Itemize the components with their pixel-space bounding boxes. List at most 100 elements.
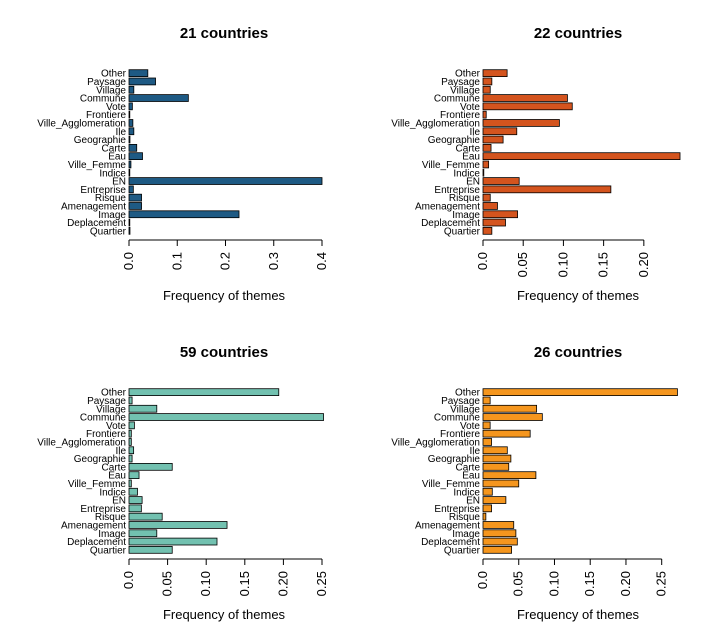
chart-title: 21 countries — [180, 25, 268, 42]
category-label-ville_agglomeration: Ville_Agglomeration — [391, 437, 480, 448]
bar-vote — [482, 421, 491, 430]
bar-en — [128, 496, 143, 504]
bar-village — [482, 85, 491, 94]
category-label-ile: Ile — [115, 446, 126, 457]
category-label-other: Other — [101, 69, 127, 80]
category-label-ile: Ile — [115, 127, 126, 138]
bar-geographie — [128, 454, 133, 463]
bar-deplacement — [128, 218, 131, 227]
category-label-paysage: Paysage — [441, 396, 480, 407]
category-label-ville_femme: Ville_Femme — [68, 479, 127, 490]
x-tick-label: 0.10 — [198, 571, 213, 596]
category-label-deplacement: Deplacement — [421, 537, 480, 548]
bar-carte — [128, 463, 173, 471]
category-label-vote: Vote — [106, 421, 126, 432]
category-label-carte: Carte — [102, 462, 127, 473]
bar-eau — [482, 471, 537, 479]
category-label-village: Village — [450, 404, 480, 415]
bar-carte — [482, 463, 510, 471]
bar-vote — [128, 421, 135, 430]
category-label-village: Village — [96, 404, 126, 415]
category-label-commune: Commune — [434, 94, 481, 105]
bar-indice — [128, 168, 131, 177]
bar-commune — [482, 94, 568, 102]
bar-ile — [128, 127, 135, 136]
bar-indice — [482, 487, 493, 496]
bar-other — [128, 69, 149, 77]
category-label-indice: Indice — [99, 487, 126, 498]
category-label-commune: Commune — [434, 413, 481, 424]
x-tick-label: 0.20 — [618, 571, 633, 596]
category-label-amenagement: Amenagement — [61, 520, 126, 531]
bar-paysage — [482, 396, 491, 405]
bar-risque — [128, 512, 163, 521]
category-label-eau: Eau — [108, 471, 126, 482]
x-tick-label: 0.0 — [475, 252, 490, 270]
bar-village — [128, 404, 158, 413]
category-label-ville_femme: Ville_Femme — [68, 160, 127, 171]
category-label-vote: Vote — [106, 102, 126, 113]
category-label-en: EN — [466, 177, 480, 188]
category-label-quartier: Quartier — [90, 226, 127, 237]
x-tick-label: 0.15 — [237, 571, 252, 596]
bar-amenagement — [128, 202, 142, 210]
category-label-vote: Vote — [460, 102, 480, 113]
bar-paysage — [482, 77, 493, 86]
bar-quartier — [482, 546, 512, 554]
bar-commune — [128, 94, 189, 102]
bar-entreprise — [128, 504, 142, 513]
x-tick-label: 0.10 — [555, 252, 570, 277]
bar-frontiere — [482, 110, 487, 119]
bar-entreprise — [482, 504, 492, 513]
category-label-frontiere: Frontiere — [440, 429, 480, 440]
category-label-ville_agglomeration: Ville_Agglomeration — [391, 118, 480, 129]
category-label-ville_femme: Ville_Femme — [422, 479, 481, 490]
bar-quartier — [128, 546, 173, 554]
bar-en — [128, 177, 323, 185]
bar-risque — [128, 193, 142, 202]
x-axis-label: Frequency of themes — [517, 607, 640, 622]
category-label-carte: Carte — [456, 143, 481, 154]
bar-ville_agglomeration — [128, 119, 134, 127]
bar-entreprise — [482, 185, 612, 194]
category-label-image: Image — [452, 210, 480, 221]
category-label-en: EN — [112, 177, 126, 188]
category-label-quartier: Quartier — [444, 226, 481, 237]
category-label-frontiere: Frontiere — [86, 429, 126, 440]
x-tick-label: 0.2 — [218, 252, 233, 270]
bar-ville_agglomeration — [482, 438, 492, 446]
category-label-en: EN — [466, 496, 480, 507]
category-label-eau: Eau — [462, 471, 480, 482]
bar-ville_agglomeration — [128, 438, 132, 446]
bar-indice — [482, 168, 485, 177]
bar-village — [128, 85, 135, 94]
category-label-village: Village — [450, 85, 480, 96]
category-label-ville_femme: Ville_Femme — [422, 160, 481, 171]
bar-eau — [128, 471, 140, 479]
category-label-carte: Carte — [456, 462, 481, 473]
category-label-risque: Risque — [449, 193, 481, 204]
bar-image — [128, 210, 240, 219]
bar-deplacement — [128, 537, 218, 546]
bar-geographie — [482, 135, 504, 144]
x-axis-label: Frequency of themes — [517, 288, 640, 303]
category-label-carte: Carte — [102, 143, 127, 154]
bar-en — [482, 177, 520, 185]
bar-carte — [482, 144, 492, 152]
x-tick-label: 0.15 — [582, 571, 597, 596]
category-label-village: Village — [96, 85, 126, 96]
bar-ville_femme — [482, 479, 520, 488]
category-label-ville_agglomeration: Ville_Agglomeration — [37, 118, 126, 129]
category-label-ile: Ile — [469, 446, 480, 457]
bar-amenagement — [482, 521, 515, 529]
category-label-ville_agglomeration: Ville_Agglomeration — [37, 437, 126, 448]
category-label-indice: Indice — [453, 487, 480, 498]
bar-geographie — [482, 454, 512, 463]
bar-vote — [482, 102, 573, 111]
category-label-risque: Risque — [449, 512, 481, 523]
x-tick-label: 0.10 — [546, 571, 561, 596]
category-label-quartier: Quartier — [90, 545, 127, 556]
bar-ville_agglomeration — [482, 119, 560, 127]
bar-ile — [128, 446, 135, 455]
